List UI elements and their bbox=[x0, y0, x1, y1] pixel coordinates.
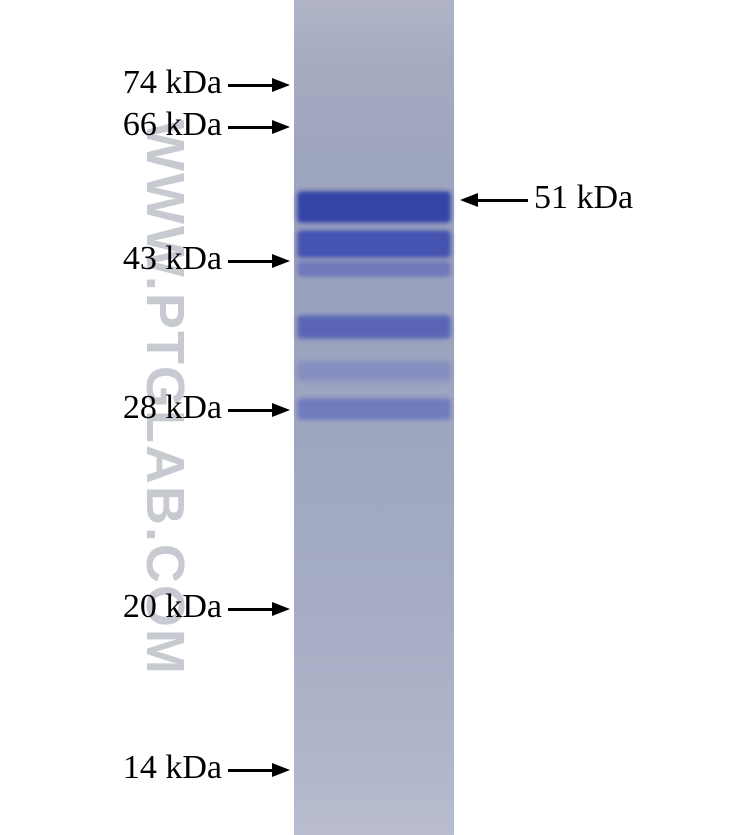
mw-marker-label: 66 kDa bbox=[0, 106, 222, 144]
gel-figure: WWW.PTGLAB.COM 74 kDa66 kDa43 kDa28 kDa2… bbox=[0, 0, 740, 835]
gel-band bbox=[298, 192, 450, 222]
gel-band bbox=[298, 262, 450, 276]
mw-marker-label: 14 kDa bbox=[0, 749, 222, 787]
mw-marker-label: 28 kDa bbox=[0, 389, 222, 427]
target-band-label: 51 kDa bbox=[534, 179, 633, 217]
mw-marker-label: 20 kDa bbox=[0, 588, 222, 626]
mw-marker-label: 43 kDa bbox=[0, 240, 222, 278]
gel-band bbox=[298, 399, 450, 419]
gel-band bbox=[298, 316, 450, 338]
gel-band bbox=[298, 231, 450, 257]
mw-marker-label: 74 kDa bbox=[0, 64, 222, 102]
gel-band bbox=[298, 362, 450, 380]
